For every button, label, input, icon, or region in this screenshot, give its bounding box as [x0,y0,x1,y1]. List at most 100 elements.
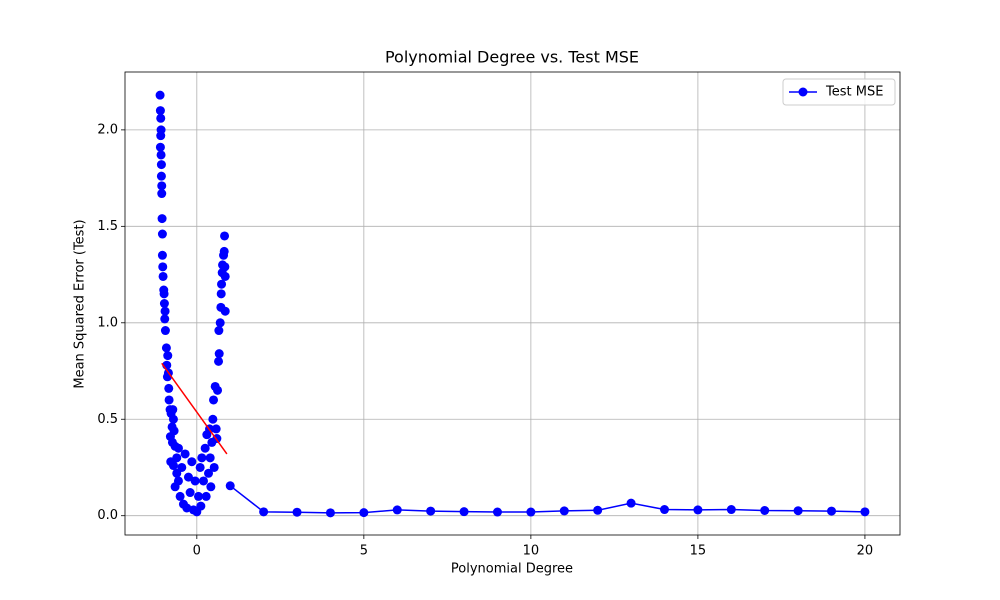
scatter-point [175,491,185,501]
legend-label: Test MSE [825,85,883,100]
scatter-point [168,414,178,424]
line-marker [459,507,469,517]
scatter-point [156,131,166,141]
line-marker [292,507,302,517]
scatter-point [155,106,165,116]
scatter-point [157,189,167,199]
scatter-point [220,306,230,316]
scatter-point [156,150,166,160]
scatter-point [220,262,230,272]
scatter-point [161,343,171,353]
y-axis-label: Mean Squared Error (Test) [73,219,88,388]
scatter-point [158,262,168,272]
line-marker [492,507,502,517]
line-marker [760,505,770,515]
line-marker [225,481,235,491]
scatter-point [185,488,195,498]
scatter-point [209,395,219,405]
scatter-point [173,443,183,453]
scatter-point [155,90,165,100]
scatter-point [190,476,200,486]
line-marker [359,508,369,518]
scatter-point [220,231,230,241]
scatter-point [213,385,223,395]
line-marker [593,505,603,515]
y-tick-label: 0.0 [97,508,118,523]
line-marker [426,506,436,516]
scatter-point [200,443,210,453]
scatter-point [220,271,230,281]
legend-marker [798,87,808,97]
scatter-point [216,289,226,299]
scatter-point [163,351,173,361]
scatter-point [187,457,197,467]
scatter-point [196,501,206,511]
x-tick-label: 15 [690,544,707,559]
scatter-point [159,289,169,299]
scatter-point [193,491,203,501]
scatter-point [211,424,221,434]
y-tick-label: 0.5 [97,412,118,427]
scatter-point [206,482,216,492]
scatter-point [168,461,178,471]
scatter-point [160,306,170,316]
line-marker [693,505,703,515]
scatter-point [164,383,174,393]
fit-line [161,362,228,455]
scatter-point [160,314,170,324]
chart-title: Polynomial Degree vs. Test MSE [385,48,639,67]
scatter-point [183,472,193,482]
scatter-point [195,462,205,472]
line-marker [392,505,402,515]
line-marker [726,505,736,515]
x-tick-label: 0 [193,544,201,559]
axes-frame [124,71,901,536]
line-marker [860,507,870,517]
scatter-point [173,476,183,486]
scatter-point [214,356,224,366]
scatter-point [180,449,190,459]
scatter-point [156,171,166,181]
scatter-point [168,405,178,415]
scatter-point [156,113,166,123]
scatter-point [217,279,227,289]
line-marker [559,506,569,516]
line-marker [659,505,669,515]
scatter-point [208,414,218,424]
line-marker [626,498,636,508]
scatter-point [201,491,211,501]
y-tick-label: 2.0 [97,122,118,137]
scatter-point [158,271,168,281]
scatter-point [164,395,174,405]
series-line [229,485,865,514]
scatter-point [157,181,167,191]
scatter-point [219,246,229,256]
scatter-point [156,160,166,170]
scatter-point [197,453,207,463]
line-marker [325,508,335,518]
scatter-point [177,462,187,472]
scatter-point [199,476,209,486]
line-marker [793,506,803,516]
line-marker [526,507,536,517]
x-axis-label: Polynomial Degree [451,562,573,577]
scatter-point [205,453,215,463]
scatter-point [214,349,224,359]
legend-box [782,78,896,106]
line-marker [259,507,269,517]
x-tick-label: 20 [857,544,874,559]
scatter-point [155,142,165,152]
scatter-point [204,468,214,478]
x-tick-label: 10 [523,544,540,559]
scatter-point [209,462,219,472]
scatter-point [157,229,167,239]
y-tick-label: 1.0 [97,315,118,330]
x-tick-label: 5 [360,544,368,559]
line-marker [827,506,837,516]
scatter-point [159,299,169,308]
scatter-point [215,318,225,328]
y-tick-label: 1.5 [97,219,118,234]
scatter-point [157,214,167,224]
scatter-point [157,250,167,260]
